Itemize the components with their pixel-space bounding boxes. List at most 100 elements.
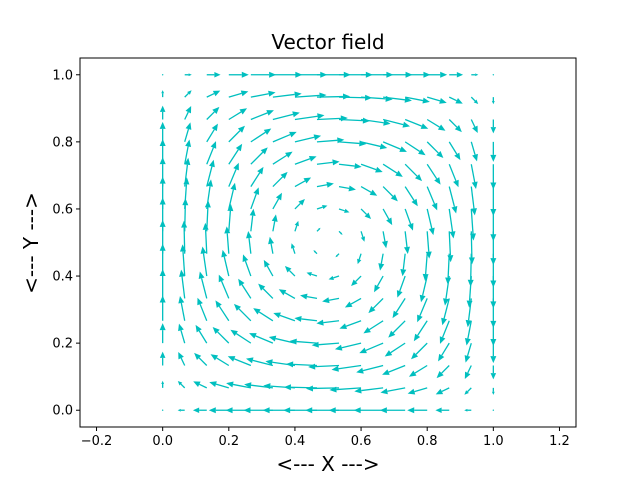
quiver-arrow xyxy=(404,118,429,129)
quiver-arrow xyxy=(218,274,230,299)
quiver-arrow xyxy=(246,231,252,254)
quiver-arrow xyxy=(338,230,343,235)
quiver-arrow xyxy=(357,253,362,265)
quiver-arrow xyxy=(159,323,166,344)
quiver-arrow xyxy=(383,96,412,103)
quiver-arrow xyxy=(184,122,192,143)
quiver-arrow xyxy=(411,342,428,360)
x-axis-ticks: −0.2 0.0 0.2 0.4 0.6 0.8 1.0 1.2 xyxy=(81,427,570,449)
y-tick-label: 0.4 xyxy=(52,270,73,285)
quiver-arrow xyxy=(329,386,362,393)
quiver-arrow xyxy=(206,106,220,120)
quiver-arrow xyxy=(245,357,274,367)
quiver-arrow xyxy=(344,297,362,308)
quiver-arrow xyxy=(368,297,384,314)
quiver-arrow xyxy=(382,208,393,226)
quiver-arrow xyxy=(380,387,406,395)
quiver-arrow xyxy=(177,408,185,412)
quiver-arrow xyxy=(405,96,430,104)
quiver-arrow xyxy=(464,365,472,380)
quiver-arrow xyxy=(448,96,463,104)
quiver-arrow xyxy=(438,342,450,362)
y-tick-label: 0.6 xyxy=(52,202,73,217)
quiver-arrow xyxy=(360,163,383,173)
quiver-arrow xyxy=(206,159,215,187)
quiver-arrow xyxy=(184,73,192,77)
quiver-arrow xyxy=(294,315,318,322)
quiver-arrow xyxy=(470,141,478,162)
quiver-arrow xyxy=(195,324,208,344)
quiver-arrow xyxy=(206,90,221,98)
quiver-arrow xyxy=(413,320,428,342)
quiver-arrow xyxy=(316,159,340,166)
quiver-arrow xyxy=(212,326,230,344)
quiver-arrow xyxy=(405,71,431,78)
quiver-arrow xyxy=(184,139,192,165)
quiver-arrow xyxy=(268,236,275,254)
quiver-arrow xyxy=(250,128,272,143)
chart-title: Vector field xyxy=(271,30,384,54)
quiver-arrow xyxy=(161,74,164,76)
y-tick-label: 0.0 xyxy=(52,404,73,419)
quiver-arrow xyxy=(469,208,476,241)
quiver-arrow xyxy=(294,177,312,188)
quiver-arrow xyxy=(306,272,318,277)
quiver-arrow xyxy=(464,387,472,395)
quiver-arrow xyxy=(492,74,495,76)
quiver-arrow xyxy=(447,231,454,263)
quiver-arrow xyxy=(464,320,472,346)
quiver-arrow xyxy=(198,271,208,299)
quiver-arrow xyxy=(278,289,296,299)
quiver-arrow xyxy=(159,138,166,165)
quiver-arrow xyxy=(422,253,429,282)
quiver-arrow xyxy=(238,278,252,299)
quiver-arrow xyxy=(470,186,477,216)
quiver-arrow xyxy=(294,220,299,232)
x-tick-label: −0.2 xyxy=(81,434,113,449)
quiver-arrow xyxy=(436,365,450,379)
quiver-arrow xyxy=(360,186,378,196)
quiver-arrow xyxy=(313,250,318,255)
quiver-arrow xyxy=(228,162,239,187)
quiver-arrow xyxy=(178,296,186,321)
quiver-arrow xyxy=(221,249,230,277)
quiver-arrow xyxy=(179,269,186,299)
quiver-arrow xyxy=(161,409,164,411)
quiver-arrow xyxy=(294,113,325,121)
quiver-arrow xyxy=(382,186,398,202)
quiver-arrow xyxy=(426,163,441,185)
quiver-arrow xyxy=(490,141,497,162)
quiver-arrow xyxy=(272,151,293,165)
quiver-arrow xyxy=(470,119,478,134)
quiver-arrow xyxy=(194,352,208,366)
quiver-arrow xyxy=(263,259,274,277)
quiver-arrow xyxy=(334,342,362,351)
quiver-arrow xyxy=(338,163,362,170)
y-axis-label: <--- Y ---> xyxy=(19,192,43,294)
quiver-arrow xyxy=(228,125,245,143)
quiver-arrow xyxy=(159,351,166,366)
quiver-arrow xyxy=(316,205,328,210)
quiver-arrow xyxy=(464,342,472,363)
quiver-arrow xyxy=(353,407,384,414)
quiver-arrow xyxy=(331,364,362,372)
quiver-arrow xyxy=(294,198,305,210)
quiver-arrow xyxy=(490,365,497,380)
quiver-arrow xyxy=(425,231,432,259)
quiver-arrow xyxy=(426,118,446,131)
quiver-arrow xyxy=(159,105,166,120)
quiver-arrow xyxy=(449,72,464,78)
quiver-arrow xyxy=(289,338,318,345)
quiver-arrow xyxy=(448,208,456,239)
quiver-arrow xyxy=(290,243,296,254)
x-tick-label: 0.8 xyxy=(417,434,438,449)
quiver-arrow xyxy=(360,141,388,150)
quiver-arrow xyxy=(159,295,166,321)
quiver-arrow xyxy=(492,409,495,411)
quiver-arrow xyxy=(209,381,229,389)
y-tick-label: 0.8 xyxy=(52,135,73,150)
quiver-arrow xyxy=(417,298,428,323)
quiver-arrow xyxy=(404,208,414,231)
quiver-arrow xyxy=(193,381,208,389)
quiver-arrows xyxy=(159,71,497,414)
